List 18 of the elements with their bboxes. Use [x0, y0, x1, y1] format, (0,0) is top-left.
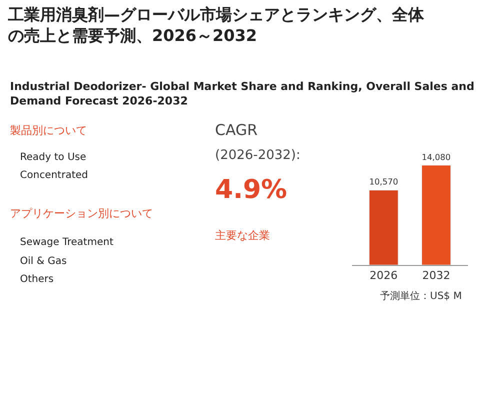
text: Concentrated — [20, 170, 88, 181]
text: Others — [20, 274, 54, 285]
data-label: 14,080 — [422, 152, 451, 162]
text: アプリケーション別について — [10, 207, 153, 220]
text: 予測単位：US$ M — [380, 290, 462, 302]
text: 4.9% — [215, 175, 288, 205]
text: (2026-2032): — [215, 148, 300, 163]
data-label: 10,570 — [369, 176, 398, 187]
text: Sewage Treatment — [20, 237, 114, 248]
text: Oil & Gas — [20, 256, 67, 267]
text: CAGR — [215, 121, 258, 139]
x-tick-label: 2026 — [370, 269, 398, 282]
text: 主要な企業 — [215, 229, 270, 242]
text: Industrial Deodorizer- Global Market Share and Ranking, Overall Sales and Demand Forecast 2026-2032 — [10, 80, 474, 108]
text: 製品別について — [10, 124, 87, 137]
text: Ready to Use — [20, 152, 86, 163]
x-tick-label: 2032 — [422, 269, 450, 282]
text: 工業用消臭剤—グローバル市場シェアとランキング、全体の売上と需要予測、2026～2032 — [7, 5, 425, 45]
